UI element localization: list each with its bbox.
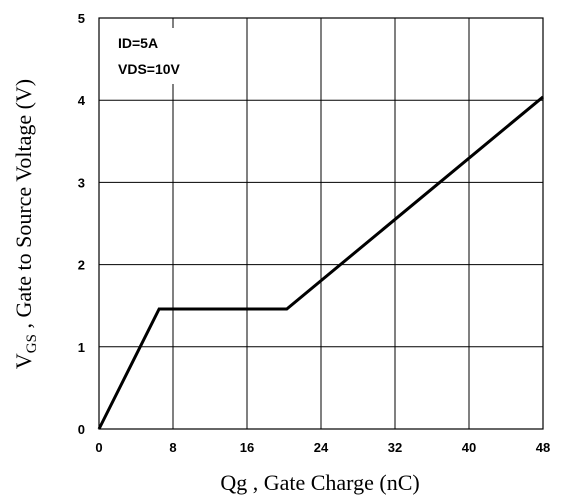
x-tick-label-4: 32 xyxy=(388,440,402,455)
x-tick-label-6: 48 xyxy=(536,440,550,455)
y-tick-label-1: 1 xyxy=(78,340,85,355)
annotation-vds: VDS=10V xyxy=(118,61,181,77)
grid-lines xyxy=(99,18,543,429)
y-axis-title-main: V xyxy=(11,353,36,369)
y-tick-label-4: 4 xyxy=(78,93,86,108)
x-tick-label-0: 0 xyxy=(95,440,102,455)
y-tick-label-5: 5 xyxy=(78,11,85,26)
x-tick-label-2: 16 xyxy=(240,440,254,455)
x-tick-label-5: 40 xyxy=(462,440,476,455)
y-axis-title-rest: , Gate to Source Voltage (V) xyxy=(11,79,36,334)
y-axis-title-subscript: GS xyxy=(24,334,40,353)
annotation-id: ID=5A xyxy=(118,35,158,51)
y-tick-labels: 0 1 2 3 4 5 xyxy=(78,11,86,437)
x-tick-labels: 0 8 16 24 32 40 48 xyxy=(95,440,550,455)
y-axis-title: VGS , Gate to Source Voltage (V) xyxy=(11,79,40,369)
y-tick-label-3: 3 xyxy=(78,175,85,190)
x-axis-title: Qg , Gate Charge (nC) xyxy=(220,470,419,495)
annotation-background xyxy=(104,28,174,84)
y-tick-label-0: 0 xyxy=(78,422,85,437)
y-tick-label-2: 2 xyxy=(78,258,85,273)
series-line xyxy=(97,95,544,430)
x-tick-label-3: 24 xyxy=(314,440,329,455)
x-tick-label-1: 8 xyxy=(169,440,176,455)
